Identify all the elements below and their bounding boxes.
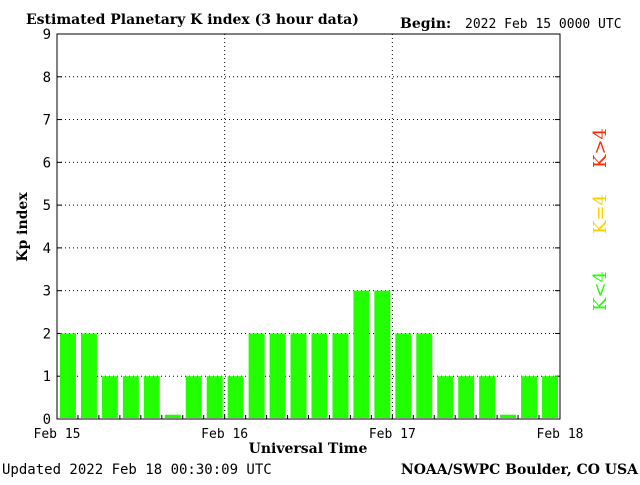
plot-frame bbox=[56, 33, 561, 420]
kp-bar bbox=[227, 376, 244, 418]
legend-mid: K=4 bbox=[590, 194, 611, 234]
grid bbox=[56, 33, 561, 420]
y-tick-label: 4 bbox=[43, 241, 51, 257]
kp-bar bbox=[206, 376, 223, 418]
x-tick-label: Feb 18 bbox=[537, 427, 584, 442]
kp-bar bbox=[164, 414, 181, 418]
y-tick-label: 3 bbox=[43, 284, 51, 300]
kp-bar bbox=[122, 376, 139, 418]
y-tick-label: 6 bbox=[43, 155, 51, 171]
y-tick-label: 7 bbox=[43, 113, 51, 129]
kp-bar bbox=[479, 376, 496, 418]
kp-bar bbox=[185, 376, 202, 418]
chart-title: Estimated Planetary K index (3 hour data… bbox=[26, 12, 359, 28]
y-tick-label: 8 bbox=[43, 70, 51, 86]
x-tick-label: Feb 17 bbox=[369, 427, 416, 442]
y-tick-label: 1 bbox=[43, 369, 51, 385]
kp-bar bbox=[437, 376, 454, 418]
kp-bar bbox=[500, 414, 517, 418]
kp-bar bbox=[269, 333, 286, 418]
kp-bar bbox=[353, 290, 370, 418]
kp-bar bbox=[248, 333, 265, 418]
kp-bar bbox=[311, 333, 328, 418]
updated-timestamp: Updated 2022 Feb 18 00:30:09 UTC bbox=[2, 462, 272, 478]
kp-bar bbox=[143, 376, 160, 418]
kp-bar bbox=[395, 333, 412, 418]
legend-low: K<4 bbox=[590, 271, 611, 311]
kp-bar bbox=[101, 376, 118, 418]
x-axis-label: Universal Time bbox=[249, 441, 368, 457]
kp-bar bbox=[290, 333, 307, 418]
y-tick-label: 5 bbox=[43, 198, 51, 214]
y-axis-label: Kp index bbox=[15, 192, 31, 262]
y-tick-label: 0 bbox=[43, 412, 51, 428]
x-tick-label: Feb 16 bbox=[201, 427, 248, 442]
kp-bar bbox=[542, 376, 558, 418]
kp-bar bbox=[80, 333, 97, 418]
begin-value: 2022 Feb 15 0000 UTC bbox=[465, 17, 622, 32]
y-tick-label: 2 bbox=[43, 326, 51, 342]
kp-bar bbox=[374, 290, 391, 418]
kp-bar bbox=[521, 376, 538, 418]
bars bbox=[60, 290, 558, 418]
kp-bar bbox=[458, 376, 475, 418]
kp-bar bbox=[416, 333, 433, 418]
kp-bar bbox=[332, 333, 349, 418]
y-tick-label: 9 bbox=[43, 27, 51, 43]
legend-high: K>4 bbox=[590, 128, 611, 168]
credit-text: NOAA/SWPC Boulder, CO USA bbox=[401, 462, 639, 478]
begin-label: Begin: bbox=[400, 16, 451, 32]
y-tick-labels: 0 1 2 3 4 5 6 7 8 9 bbox=[43, 27, 51, 428]
kp-bar bbox=[60, 333, 76, 418]
x-tick-label: Feb 15 bbox=[34, 427, 81, 442]
x-tick-labels: Feb 15 Feb 16 Feb 17 Feb 18 bbox=[34, 427, 584, 442]
